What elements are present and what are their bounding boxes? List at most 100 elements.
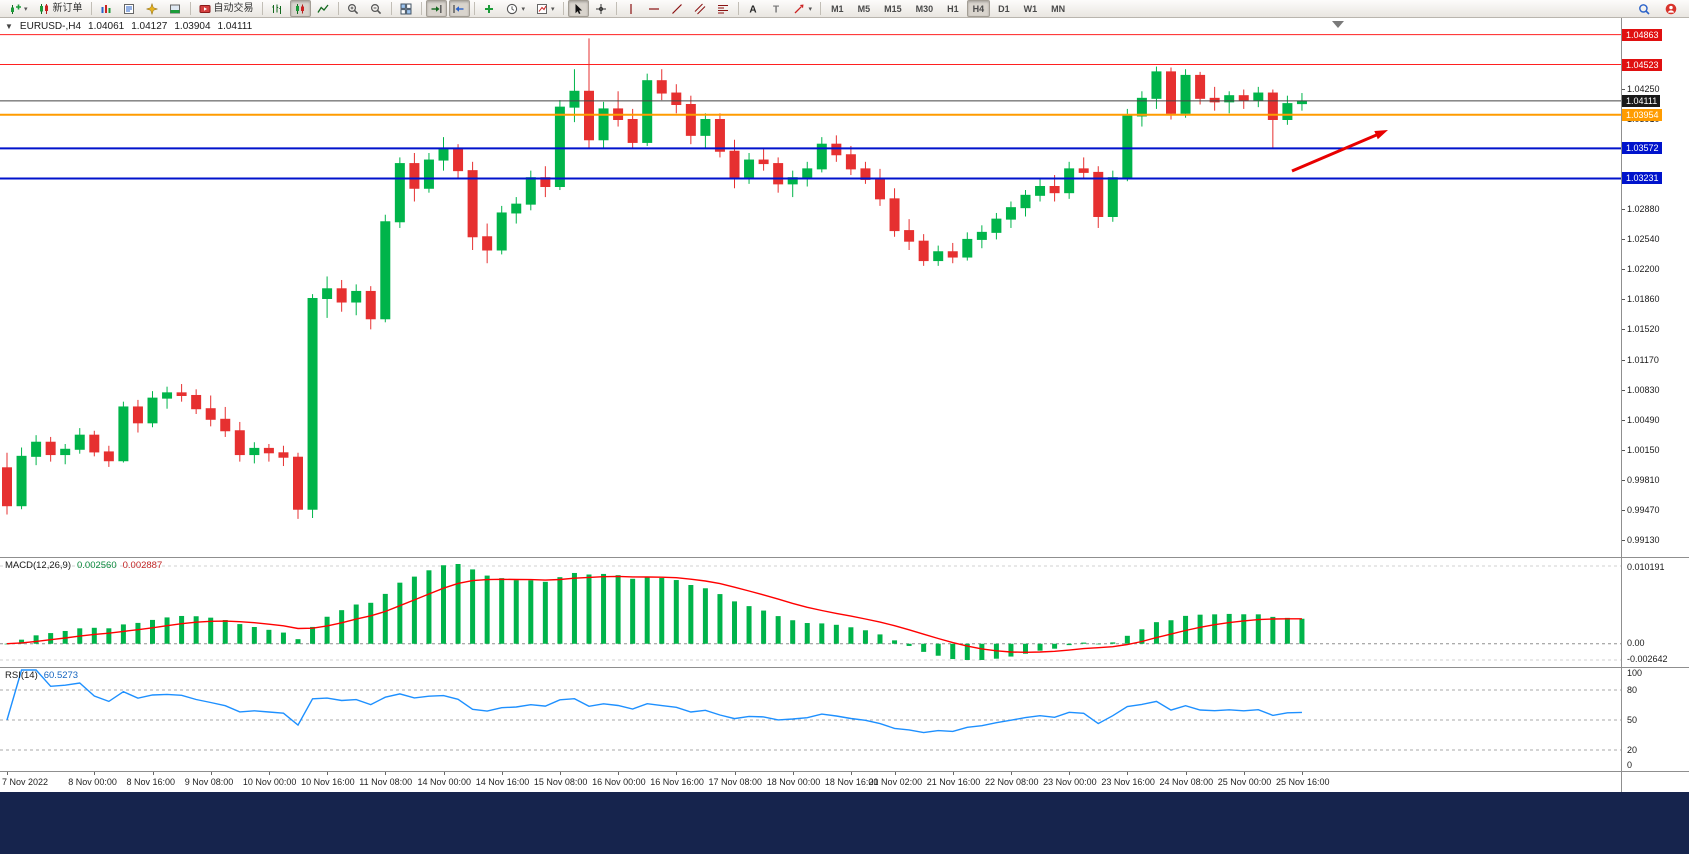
arrows-button[interactable]: ▾ — [789, 0, 817, 17]
price-axis-tick-mark — [1622, 299, 1625, 301]
toolbar-separator — [390, 2, 392, 15]
candle — [162, 386, 173, 409]
candle — [540, 166, 551, 198]
price-chart-panel[interactable]: ▼ EURUSD-,H4 1.04061 1.04127 1.03904 1.0… — [0, 18, 1621, 558]
rsi-scale-label: 50 — [1627, 715, 1638, 725]
time-axis-tick-mark — [501, 772, 503, 775]
new-order-button[interactable]: 新订单 — [34, 0, 87, 17]
candle — [453, 144, 464, 180]
cursor-icon — [572, 2, 585, 15]
trendline-button[interactable] — [667, 0, 688, 17]
text-button[interactable]: A — [743, 0, 764, 17]
equidistant-channel-button[interactable] — [690, 0, 711, 17]
candle — [118, 401, 129, 463]
candle — [918, 234, 929, 266]
candlestick-chart[interactable] — [0, 18, 1621, 558]
timeframe-h4-button[interactable]: H4 — [966, 0, 991, 17]
time-axis-tick-mark — [443, 772, 445, 775]
candle — [1180, 69, 1191, 118]
notifications-button[interactable] — [1660, 0, 1681, 17]
new-chart-button[interactable]: ▾ — [4, 0, 32, 17]
chart-collapse-caret[interactable]: ▼ — [5, 22, 13, 31]
rsi-line — [6, 669, 1302, 734]
timeframe-m1-button[interactable]: M1 — [831, 3, 844, 14]
time-axis-tick-mark — [385, 772, 387, 775]
time-axis-label: 23 Nov 16:00 — [1101, 777, 1155, 787]
auto-scroll-button[interactable] — [425, 0, 447, 17]
time-axis-label: 24 Nov 08:00 — [1159, 777, 1214, 787]
new-order-icon — [38, 2, 51, 15]
indicators-button[interactable] — [479, 0, 500, 17]
text-label-icon: T — [770, 2, 783, 15]
search-button[interactable] — [1633, 0, 1654, 17]
macd-scale-label: 0.010191 — [1627, 562, 1665, 572]
market-watch-button[interactable] — [96, 0, 117, 17]
price-axis-tick: 1.02200 — [1627, 264, 1660, 275]
tile-windows-button[interactable] — [396, 0, 417, 17]
candle — [496, 205, 507, 255]
candle — [947, 242, 958, 264]
timeframe-m5-button[interactable]: M5 — [857, 3, 871, 14]
chart-shift-marker[interactable] — [1332, 21, 1344, 28]
candle — [525, 170, 536, 211]
data-window-button[interactable] — [119, 0, 140, 17]
time-axis-label: 11 Nov 08:00 — [359, 777, 413, 787]
candle — [205, 395, 216, 427]
candle — [1253, 86, 1264, 108]
time-axis-tick-mark — [676, 772, 678, 775]
time-axis-tick-mark — [94, 772, 96, 775]
time-axis-label: 8 Nov 00:00 — [68, 777, 117, 787]
horizontal-line-button[interactable] — [644, 0, 665, 17]
rsi-scale-label: 80 — [1627, 685, 1638, 695]
price-axis[interactable]: 1.042501.039101.035701.032301.028801.025… — [1621, 18, 1689, 558]
price-axis-tick: 0.99470 — [1627, 505, 1660, 516]
candle — [1224, 91, 1235, 114]
fibonacci-button[interactable] — [713, 0, 734, 17]
candle — [1136, 91, 1147, 127]
timeframe-h1-button[interactable]: H1 — [947, 3, 959, 14]
time-axis-label: 18 Nov 16:00 — [824, 777, 879, 787]
candle — [263, 443, 274, 462]
candle — [802, 161, 813, 187]
chart-line-button[interactable] — [313, 0, 334, 17]
timeframe-d1-button[interactable]: D1 — [998, 3, 1010, 14]
auto-trading-icon — [199, 2, 212, 15]
rsi-panel[interactable]: RSI(14) 60.5273 — [0, 668, 1621, 772]
vertical-line-button[interactable] — [621, 0, 642, 17]
candle — [1238, 89, 1249, 109]
time-axis[interactable]: 7 Nov 2022 8 Nov 00:00 8 Nov 16:00 9 Nov 08… — [0, 772, 1621, 792]
price-axis-tick-mark — [1622, 269, 1625, 271]
candle — [45, 436, 56, 462]
candle — [1093, 166, 1104, 228]
terminal-button[interactable] — [165, 0, 186, 17]
hline-icon — [648, 2, 661, 15]
cursor-button[interactable] — [567, 0, 589, 17]
chart-candles-button[interactable] — [289, 0, 311, 17]
time-axis-label: 22 Nov 08:00 — [984, 777, 1039, 787]
vline-icon — [625, 2, 638, 15]
zoom-out-button[interactable] — [366, 0, 387, 17]
trend-arrow-annotation[interactable] — [1291, 130, 1388, 173]
terminal-icon — [169, 2, 182, 15]
timeframe-mn-button[interactable]: MN — [1051, 3, 1066, 14]
timeframe-m30-button[interactable]: M30 — [915, 3, 934, 14]
auto-trading-button[interactable]: 自动交易 — [195, 0, 258, 17]
chart-shift-button[interactable] — [448, 0, 470, 17]
timeframe-m15-button[interactable]: M15 — [884, 3, 902, 14]
toolbar-separator — [737, 2, 739, 15]
text-label-button[interactable]: T — [766, 0, 787, 17]
templates-button[interactable]: ▾ — [531, 0, 559, 17]
periods-button[interactable]: ▾ — [502, 0, 530, 17]
navigator-button[interactable] — [142, 0, 163, 17]
time-axis-tick-mark — [7, 772, 8, 775]
chart-bars-button[interactable] — [267, 0, 288, 17]
crosshair-button[interactable] — [591, 0, 612, 17]
rsi-label: RSI(14) 60.5273 — [5, 670, 78, 681]
timeframe-w1-button[interactable]: W1 — [1023, 3, 1038, 14]
macd-panel[interactable]: MACD(12,26,9) 0.002560 0.002887 — [0, 558, 1621, 668]
macd-signal-value: 0.002887 — [122, 560, 163, 571]
macd-signal-line — [6, 575, 1302, 654]
candle — [1195, 71, 1206, 105]
rsi-value: 60.5273 — [43, 670, 79, 681]
zoom-in-button[interactable] — [343, 0, 364, 17]
